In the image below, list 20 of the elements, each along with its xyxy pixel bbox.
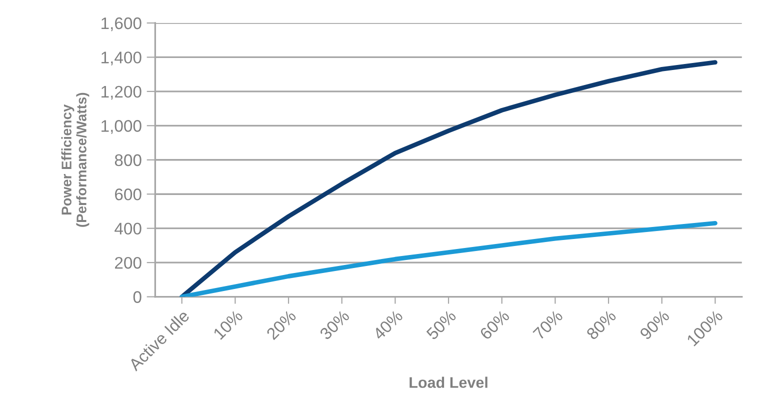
x-tick-label: 60% [479,309,510,340]
y-tick-label: 1,400 [102,52,142,66]
x-tick-label: 50% [426,309,457,340]
x-tick-label: 70% [532,309,564,340]
y-tick-label: 200 [115,256,142,269]
line-series [180,60,718,297]
y-tick-label: 1,200 [102,86,142,100]
x-tick-label: 80% [586,309,617,340]
y-tick-label: 1,600 [102,17,142,32]
y-axis-title: Power Efficiency (Performance/Watts) [61,92,90,227]
y-tick-label: 400 [114,222,142,235]
line-series [180,220,718,297]
x-tick-label: 90% [639,309,670,340]
x-tick-label: 40% [372,309,404,341]
y-tick-label: 1,000 [102,120,142,134]
x-tick-label: 30% [319,309,350,340]
y-tick-label: 800 [114,154,142,166]
y-tick-label: 0 [133,291,142,303]
x-axis-title: Load Level [410,376,488,388]
y-tick-label: 600 [115,188,142,200]
